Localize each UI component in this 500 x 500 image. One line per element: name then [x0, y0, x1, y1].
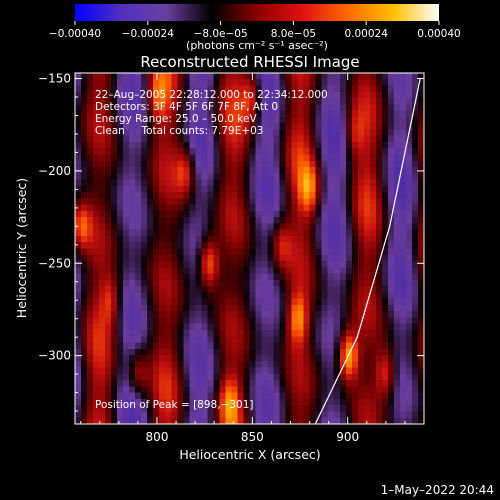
x-axis-label: Heliocentric X (arcsec) [179, 447, 320, 462]
colorbar-tick-label: −8.0e−05 [194, 28, 248, 40]
colorbar-tick-label: −0.00024 [122, 28, 175, 40]
x-axis: 800 850 900 [80, 73, 425, 444]
info-line-time: 22–Aug–2005 22:28:12.000 to 22:34:12.000 [95, 89, 328, 101]
info-block: 22–Aug–2005 22:28:12.000 to 22:34:12.000… [95, 89, 328, 137]
peak-label: Position of Peak = [898,−301] [95, 399, 254, 411]
plot-area: 800 850 900 −150 −200 −250 −300 22–Aug–2005 2… [38, 72, 425, 444]
colorbar-tick-label: 0.00024 [344, 28, 388, 40]
y-tick-label: −200 [38, 164, 71, 178]
y-axis-label: Heliocentric Y (arcsec) [14, 178, 29, 318]
timestamp: 1–May–2022 20:44 [381, 483, 494, 497]
plot-frame [74, 72, 425, 425]
y-tick-label: −250 [38, 256, 71, 270]
info-line-clean: Clean Total counts: 7.79E+03 [95, 125, 264, 137]
y-tick-label: −300 [38, 349, 71, 363]
y-tick-label: −150 [38, 72, 71, 86]
solar-limb-curve [314, 78, 421, 424]
colorbar: −0.00040 −0.00024 −8.0e−05 8.0e−05 0.00024 0.… [49, 4, 461, 52]
colorbar-tick-label: 8.0e−05 [271, 28, 316, 40]
colorbar-tick-label: 0.00040 [417, 28, 460, 40]
colorbar-unit-label: (photons cm⁻² s⁻¹ asec⁻²) [186, 39, 328, 52]
colorbar-tick-label: −0.00040 [49, 28, 101, 40]
colorbar-gradient [75, 4, 439, 21]
x-tick-label: 900 [336, 430, 359, 444]
heatmap-image [75, 73, 424, 424]
info-line-energy: Energy Range: 25.0 – 50.0 keV [95, 113, 257, 125]
chart-title: Reconstructed RHESSI Image [140, 53, 359, 71]
x-tick-label: 800 [146, 430, 169, 444]
y-axis: −150 −200 −250 −300 [38, 72, 424, 412]
info-line-detectors: Detectors: 3F 4F 5F 6F 7F 8F, Att 0 [95, 101, 278, 113]
x-tick-label: 850 [241, 430, 264, 444]
